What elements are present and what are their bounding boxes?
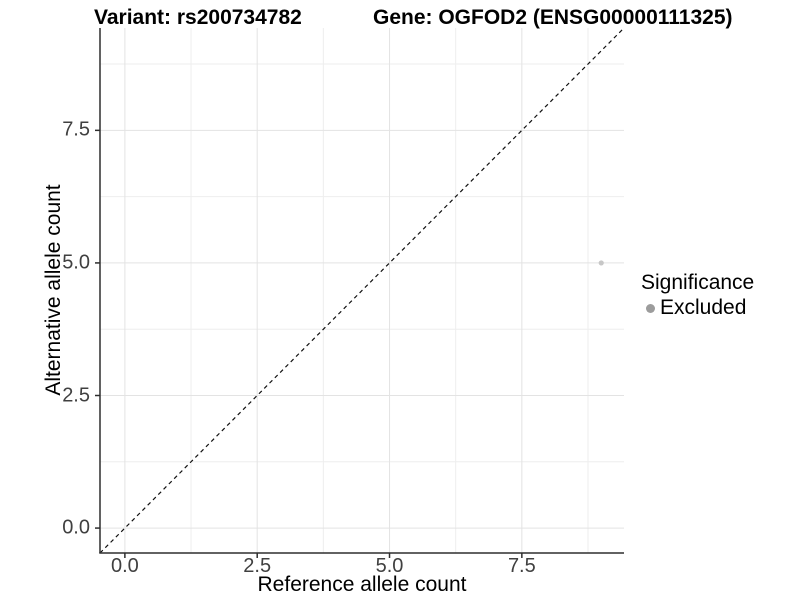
y-tick-label: 2.5 [62,384,90,406]
y-axis-title: Alternative allele count [42,184,65,396]
legend: Significance Excluded [641,271,754,320]
x-tick-label: 5.0 [375,555,404,577]
legend-title: Significance [641,271,755,294]
legend-item-label: Excluded [660,296,747,319]
y-tick-label: 0.0 [62,516,90,539]
identity-dashed-line [99,27,625,554]
x-axis-title: Reference allele count [257,573,467,596]
x-tick-label: 0.0 [110,555,139,577]
x-tick-label: 2.5 [243,555,272,577]
x-tick-label: 7.5 [507,555,536,577]
legend-point-icon [646,303,655,313]
y-tick-label: 5.0 [62,251,90,274]
legend-item-excluded: Excluded [641,296,754,320]
y-tick-label: 7.5 [62,118,90,141]
plot-title-variant: Variant: rs200734782 [94,6,302,29]
data-point [598,260,604,266]
plot-title-gene: Gene: OGFOD2 (ENSG00000111325) [373,6,733,29]
